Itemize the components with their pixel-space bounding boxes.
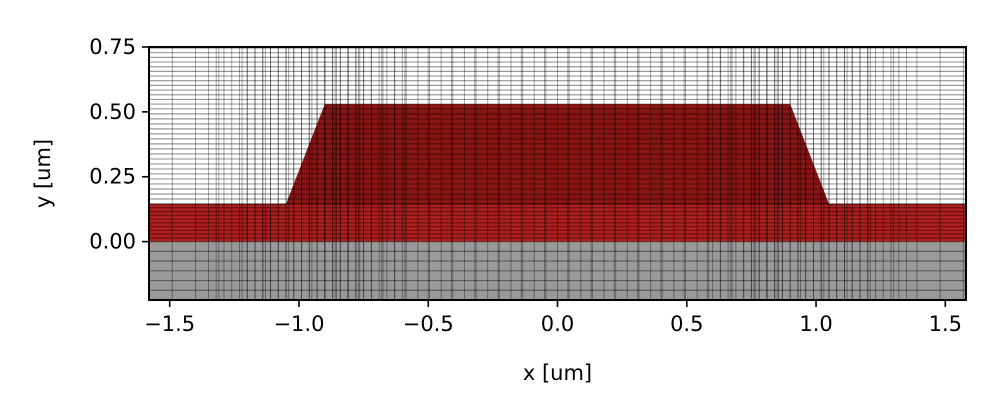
substrate-region [149,241,966,300]
axis-ticks: −1.5 −1.0 −0.5 0.0 0.5 1.0 1.5 0.00 0.25 0.50 0.75 [89,35,962,336]
mesh-grid [149,47,966,300]
y-tick-label: 0.50 [89,100,136,124]
y-tick-label: 0.75 [89,35,136,59]
x-tick-label: 1.0 [799,312,832,336]
x-tick-label: 1.5 [929,312,962,336]
x-tick-label: −0.5 [403,312,454,336]
x-tick-label: 0.0 [541,312,574,336]
x-tick-label: 0.5 [670,312,703,336]
y-axis-label: y [um] [31,139,55,208]
core-rib-shade [286,104,829,204]
x-tick-label: −1.0 [273,312,324,336]
region-layer [149,47,966,300]
x-tick-label: −1.5 [144,312,195,336]
y-tick-label: 0.25 [89,165,136,189]
x-axis-label: x [um] [523,361,592,385]
y-tick-label: 0.00 [89,230,136,254]
